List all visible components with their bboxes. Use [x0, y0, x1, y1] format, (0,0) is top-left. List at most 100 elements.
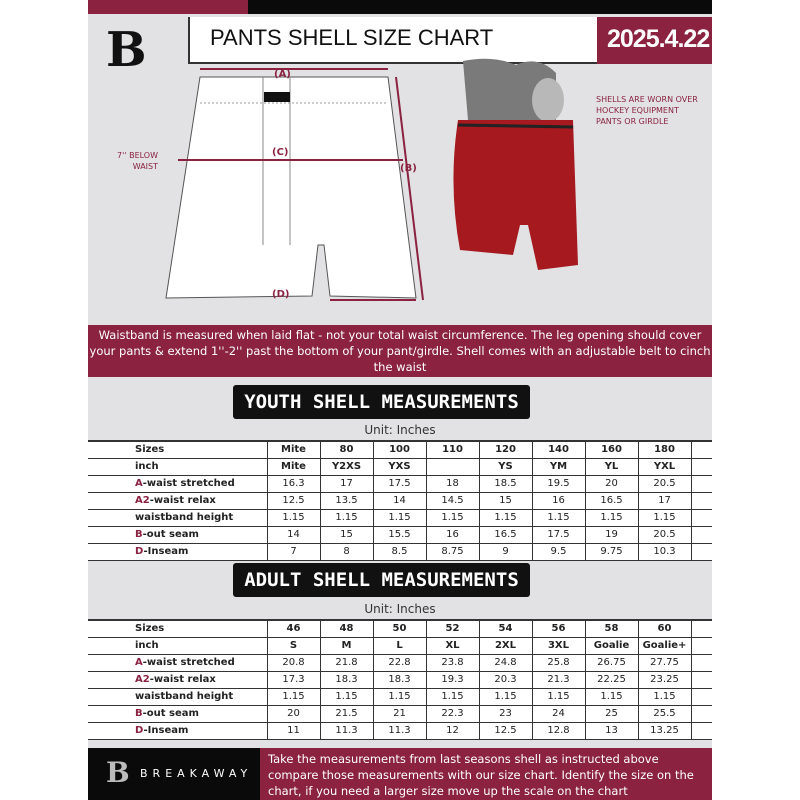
table-cell: 14 [373, 492, 427, 510]
table-cell: 25.5 [638, 705, 692, 723]
measure-key: B [135, 708, 143, 719]
table-cell: 58 [585, 619, 639, 638]
table-cell: 25.8 [532, 654, 586, 672]
row-label: D-Inseam [115, 722, 268, 740]
row-spacer [88, 671, 115, 689]
size-chart-page: B PANTS SHELL SIZE CHART 2025.4.22 (A) (… [88, 0, 712, 800]
row-end [691, 671, 712, 689]
row-spacer [88, 526, 115, 544]
row-label-text: Sizes [135, 623, 165, 635]
table-row: waistband height 1.15 1.15 1.15 1.15 1.15 1.15… [88, 688, 712, 706]
table-cell: 1.15 [638, 509, 692, 527]
row-spacer [88, 492, 115, 510]
brand-logo: B [106, 22, 147, 78]
table-cell: M [320, 637, 374, 655]
table-cell: 1.15 [532, 688, 586, 706]
table-cell: Mite [267, 458, 321, 476]
row-spacer [88, 654, 115, 672]
top-bar-accent [88, 0, 248, 14]
table-row: A-waist stretched 16.3 17 17.5 18 18.5 19.5 20 2… [88, 475, 712, 493]
footer-logo: B [106, 756, 130, 789]
table-row: Sizes 46 48 50 52 54 56 58 60 [88, 619, 712, 638]
table-cell: 180 [638, 440, 692, 459]
table-cell: 20.5 [638, 526, 692, 544]
table-cell: XL [426, 637, 480, 655]
table-row: Sizes Mite 80 100 110 120 140 160 180 [88, 440, 712, 459]
table-cell: 17.5 [532, 526, 586, 544]
row-label: D-Inseam [115, 543, 268, 561]
table-cell: 22.8 [373, 654, 427, 672]
table-cell: 140 [532, 440, 586, 459]
row-label-text: -out seam [142, 529, 199, 540]
table-cell: Y2XS [320, 458, 374, 476]
table-cell: 60 [638, 619, 692, 638]
table-cell: 21.5 [320, 705, 374, 723]
table-cell: L [373, 637, 427, 655]
measure-key: A [135, 478, 143, 489]
table-row: D-Inseam 7 8 8.5 8.75 9 9.5 9.75 10.3 [88, 543, 712, 561]
table-cell: 7 [267, 543, 321, 561]
row-label: A2-waist relax [115, 671, 268, 689]
table-cell: 9 [479, 543, 533, 561]
table-cell: 23.25 [638, 671, 692, 689]
table-cell: 23.8 [426, 654, 480, 672]
table-cell: 20.5 [638, 475, 692, 493]
row-spacer [88, 458, 115, 476]
row-label-text: -waist relax [149, 674, 216, 685]
table-cell: 20.3 [479, 671, 533, 689]
table-cell: 1.15 [479, 509, 533, 527]
table-cell: 17 [320, 475, 374, 493]
table-cell: 18 [426, 475, 480, 493]
table-row: inch S M L XL 2XL 3XL Goalie Goalie+ [88, 637, 712, 655]
measure-key: D [135, 725, 144, 736]
table-cell: 11.3 [373, 722, 427, 740]
table-cell: 12 [426, 722, 480, 740]
table-cell: 21.3 [532, 671, 586, 689]
table-row: B-out seam 20 21.5 21 22.3 23 24 25 25.5 [88, 705, 712, 723]
row-label: waistband height [115, 509, 268, 527]
table-row: D-Inseam 11 11.3 11.3 12 12.5 12.8 13 13.25 [88, 722, 712, 740]
table-cell: 12.8 [532, 722, 586, 740]
table-cell: 1.15 [373, 509, 427, 527]
table-row: inch Mite Y2XS YXS YS YM YL YXL [88, 458, 712, 476]
row-end [691, 722, 712, 740]
row-label-text: -Inseam [143, 546, 189, 557]
table-cell: 56 [532, 619, 586, 638]
table-cell: 1.15 [426, 509, 480, 527]
table-cell: 11.3 [320, 722, 374, 740]
table-cell: 10.3 [638, 543, 692, 561]
table-cell: 2XL [479, 637, 533, 655]
label-b: (B) [400, 163, 417, 174]
row-spacer [88, 475, 115, 493]
row-end [691, 654, 712, 672]
table-cell: 13.25 [638, 722, 692, 740]
row-label: B-out seam [115, 705, 268, 723]
table-cell: 24.8 [479, 654, 533, 672]
row-spacer [88, 440, 115, 459]
row-label-text: inch [135, 461, 159, 472]
table-cell: 12.5 [479, 722, 533, 740]
table-cell: S [267, 637, 321, 655]
table-row: A-waist stretched 20.8 21.8 22.8 23.8 24.8 25.… [88, 654, 712, 672]
table-cell: 13 [585, 722, 639, 740]
row-end [691, 492, 712, 510]
table-cell: 16.5 [479, 526, 533, 544]
row-end [691, 543, 712, 561]
row-spacer [88, 637, 115, 655]
table-cell: 20 [267, 705, 321, 723]
table-cell: 9.75 [585, 543, 639, 561]
table-cell: 52 [426, 619, 480, 638]
table-cell: 1.15 [426, 688, 480, 706]
youth-table: Sizes Mite 80 100 110 120 140 160 180 inch Mite Y2X… [88, 440, 712, 561]
table-cell [426, 458, 480, 476]
measure-key: A2 [135, 495, 150, 506]
row-label-text: -waist stretched [142, 657, 235, 668]
youth-heading: YOUTH SHELL MEASUREMENTS [233, 385, 530, 419]
row-label: A-waist stretched [115, 654, 268, 672]
measure-key: D [135, 546, 144, 557]
row-label-text: waistband height [135, 512, 234, 523]
row-label-text: Sizes [135, 444, 165, 456]
row-end [691, 688, 712, 706]
measure-key: B [135, 529, 143, 540]
row-label: Sizes [115, 440, 268, 459]
